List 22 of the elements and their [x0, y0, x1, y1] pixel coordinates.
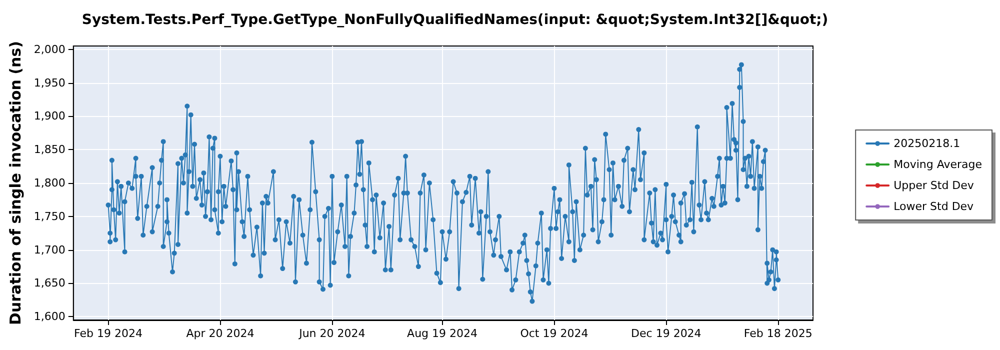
legend-label: 20250218.1 — [894, 137, 960, 150]
legend-label: Moving Average — [894, 158, 982, 171]
legend-label: Lower Std Dev — [894, 200, 974, 213]
legend-label: Upper Std Dev — [894, 179, 974, 192]
x-tick-label: Feb 19 2024 — [74, 327, 142, 340]
y-axis-title: Duration of single invocation (ns) — [6, 41, 24, 325]
y-tick-label: 2,000 — [34, 42, 66, 56]
y-tick-label: 1,600 — [34, 310, 66, 324]
y-tick-label: 1,650 — [34, 276, 66, 290]
y-tick-label: 1,950 — [34, 76, 66, 90]
y-tick-label: 1,900 — [34, 110, 66, 123]
x-tick-label: Dec 19 2024 — [631, 327, 702, 340]
x-tick-label: Apr 20 2024 — [186, 327, 254, 340]
y-tick-label: 1,700 — [34, 243, 66, 256]
x-tick-label: Feb 18 2025 — [744, 327, 812, 340]
x-tick-label: Aug 19 2024 — [407, 327, 478, 340]
x-tick-label: Jun 20 2024 — [298, 327, 366, 340]
chart-title: System.Tests.Perf_Type.GetType_NonFullyQualifiedNames(input: &quot;System.Int32[]&quot;) — [82, 12, 828, 28]
y-tick-label: 1,800 — [34, 176, 66, 190]
x-tick-label: Oct 19 2024 — [520, 327, 588, 340]
y-tick-label: 1,750 — [34, 210, 66, 223]
y-tick-label: 1,850 — [34, 143, 66, 156]
